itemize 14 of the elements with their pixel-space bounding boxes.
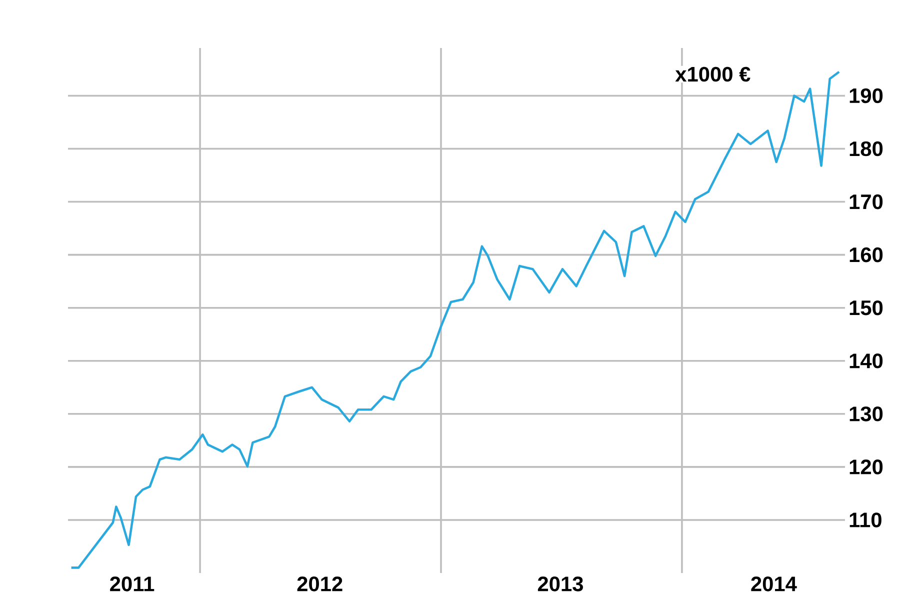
y-tick-label: 110: [850, 512, 882, 528]
y-axis-title: x1000 €: [675, 66, 750, 82]
y-tick-label: 180: [850, 141, 883, 156]
x-tick-label: 2014: [751, 576, 797, 592]
x-tick-label: 2013: [538, 576, 583, 592]
y-tick-label: 120: [850, 460, 883, 474]
x-tick-label: 2011: [110, 576, 154, 592]
y-tick-label: 190: [850, 88, 883, 104]
y-tick-label: 160: [850, 247, 883, 262]
y-tick-label: 150: [850, 300, 883, 316]
y-tick-label: 170: [850, 194, 883, 210]
y-tick-label: 140: [850, 353, 883, 368]
x-tick-label: 2012: [297, 576, 342, 592]
y-tick-label: 130: [850, 406, 883, 422]
